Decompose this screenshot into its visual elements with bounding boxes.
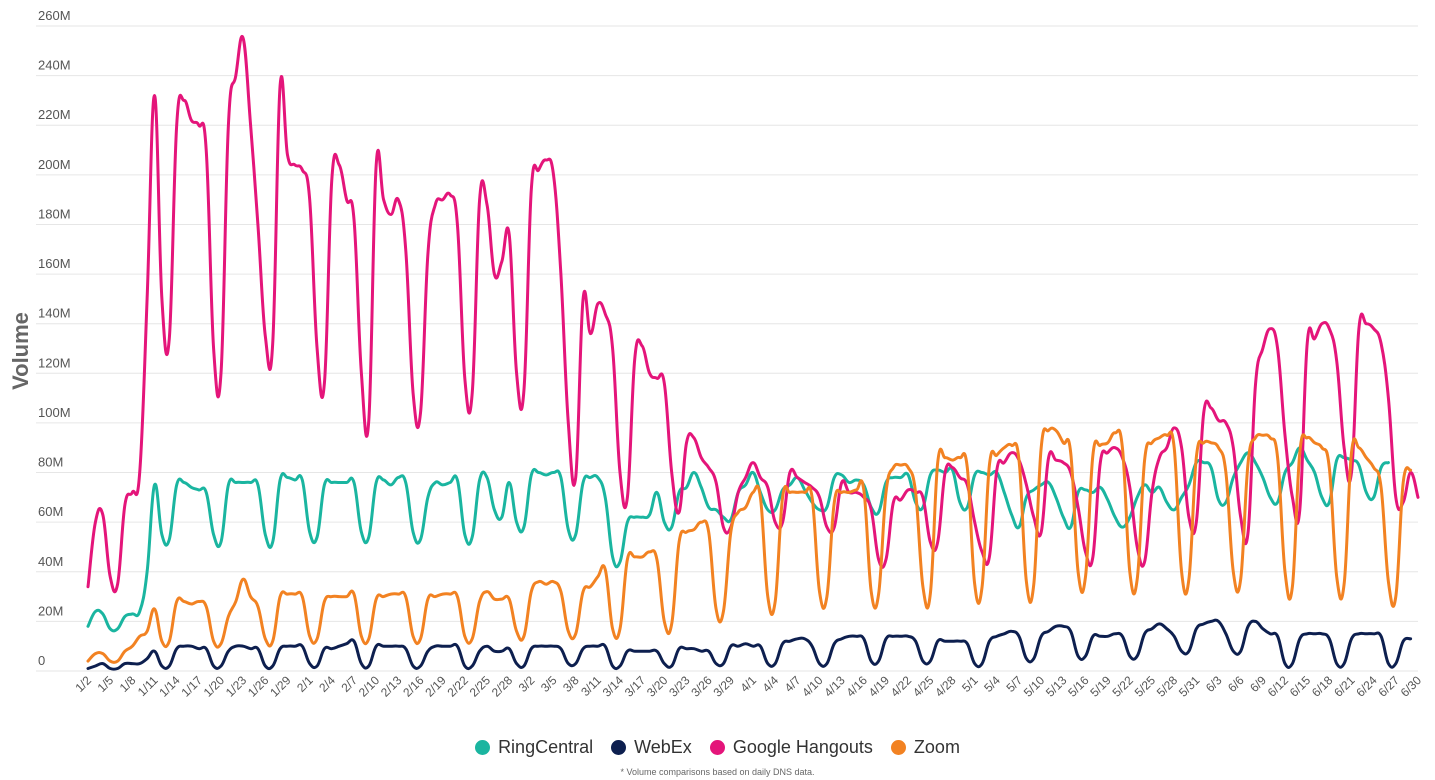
x-tick-label: 3/17	[622, 673, 649, 700]
x-tick-label: 5/22	[1110, 673, 1137, 700]
x-tick-label: 1/11	[135, 673, 161, 699]
x-tick-label: 4/13	[821, 673, 848, 700]
y-tick-label: 220M	[38, 107, 71, 122]
x-tick-label: 4/10	[799, 673, 826, 700]
series-lines	[86, 34, 1420, 671]
x-tick-label: 3/11	[578, 673, 604, 699]
series-line-zoom	[86, 426, 1413, 664]
x-tick-label: 1/29	[267, 673, 294, 700]
x-tick-label: 6/15	[1287, 673, 1314, 700]
x-tick-label: 3/5	[538, 673, 560, 695]
legend-label: Zoom	[913, 737, 960, 757]
x-tick-label: 4/4	[760, 673, 782, 695]
x-tick-label: 1/26	[245, 673, 272, 700]
y-tick-label: 40M	[38, 554, 63, 569]
legend-item-zoom[interactable]: Zoom	[890, 737, 960, 758]
x-tick-label: 3/8	[560, 673, 582, 695]
x-tick-label: 5/31	[1176, 673, 1203, 700]
legend-item-webex[interactable]: WebEx	[611, 737, 692, 758]
y-axis-label: Volume	[8, 312, 33, 390]
x-tick-label: 1/5	[95, 673, 117, 695]
y-tick-label: 160M	[38, 256, 71, 271]
x-tick-label: 5/28	[1154, 673, 1181, 700]
x-tick-label: 4/1	[737, 673, 759, 695]
x-tick-label: 5/4	[981, 673, 1003, 695]
legend-label: RingCentral	[498, 737, 594, 757]
y-tick-label: 200M	[38, 157, 71, 172]
legend-label: Google Hangouts	[732, 737, 873, 757]
x-tick-label: 6/27	[1376, 673, 1403, 700]
x-tick-label: 6/30	[1398, 673, 1425, 700]
legend: RingCentral WebEx Google Hangouts Zoom	[0, 737, 1435, 758]
x-tick-label: 6/24	[1353, 673, 1380, 700]
y-axis: 0 20M 40M 60M 80M 100M 120M 140M 160M 180M 200M 220…	[38, 8, 71, 668]
x-tick-label: 1/2	[72, 673, 94, 695]
grid-lines	[36, 25, 1418, 672]
x-tick-label: 6/18	[1309, 673, 1336, 700]
y-tick-label: 240M	[38, 58, 71, 73]
y-tick-label: 0	[38, 653, 45, 668]
x-tick-label: 1/17	[179, 673, 206, 700]
x-tick-label: 3/20	[644, 673, 671, 700]
x-axis: 1/2 1/5 1/81/111/141/171/201/231/261/29 2/1…	[72, 673, 1424, 700]
x-tick-label: 3/14	[600, 673, 627, 700]
x-tick-label: 5/16	[1065, 673, 1092, 700]
y-tick-label: 180M	[38, 206, 71, 221]
x-tick-label: 6/6	[1225, 673, 1247, 695]
y-tick-label: 20M	[38, 603, 63, 618]
x-tick-label: 5/13	[1043, 673, 1070, 700]
x-tick-label: 3/29	[711, 673, 738, 700]
x-tick-label: 2/13	[378, 673, 405, 700]
x-tick-label: 5/10	[1021, 673, 1048, 700]
x-tick-label: 4/22	[888, 673, 915, 700]
x-tick-label: 2/4	[316, 673, 338, 695]
legend-label: WebEx	[634, 737, 692, 757]
x-tick-label: 2/25	[467, 673, 494, 700]
x-tick-label: 1/20	[201, 673, 228, 700]
x-tick-label: 4/25	[910, 673, 937, 700]
legend-marker	[611, 740, 627, 755]
x-tick-label: 2/10	[356, 673, 383, 700]
legend-item-google-hangouts[interactable]: Google Hangouts	[709, 737, 873, 758]
legend-marker	[709, 740, 725, 755]
y-tick-label: 80M	[38, 455, 63, 470]
x-tick-label: 2/28	[489, 673, 516, 700]
legend-marker	[475, 740, 491, 755]
x-tick-label: 2/19	[422, 673, 449, 700]
x-tick-label: 3/2	[516, 673, 538, 695]
x-tick-label: 1/14	[156, 673, 183, 700]
y-tick-label: 140M	[38, 306, 71, 321]
line-chart: 0 20M 40M 60M 80M 100M 120M 140M 160M 180M 200M 220…	[8, 8, 1424, 700]
series-line-ringcentral	[86, 446, 1390, 633]
x-tick-label: 2/1	[294, 673, 316, 695]
y-tick-label: 120M	[38, 355, 71, 370]
x-tick-label: 6/12	[1265, 673, 1292, 700]
x-tick-label: 3/26	[688, 673, 715, 700]
x-tick-label: 1/23	[223, 673, 250, 700]
x-tick-label: 2/22	[445, 673, 472, 700]
x-tick-label: 5/25	[1132, 673, 1159, 700]
series-line-webex	[86, 618, 1413, 671]
y-tick-label: 60M	[38, 504, 63, 519]
x-tick-label: 1/8	[117, 673, 139, 695]
y-tick-label: 260M	[38, 8, 71, 23]
x-tick-label: 5/19	[1087, 673, 1114, 700]
footnote: * Volume comparisons based on daily DNS …	[620, 767, 815, 777]
series-line-google-hangouts	[86, 34, 1420, 594]
x-tick-label: 4/19	[866, 673, 893, 700]
x-tick-label: 4/28	[932, 673, 959, 700]
x-tick-label: 2/16	[400, 673, 427, 700]
x-tick-label: 5/1	[959, 673, 981, 695]
x-tick-label: 4/16	[844, 673, 871, 700]
legend-item-ringcentral[interactable]: RingCentral	[475, 737, 593, 758]
x-tick-label: 3/23	[666, 673, 693, 700]
legend-marker	[890, 740, 906, 755]
x-tick-label: 6/3	[1203, 673, 1225, 695]
x-tick-label: 6/21	[1331, 673, 1358, 700]
y-tick-label: 100M	[38, 405, 71, 420]
